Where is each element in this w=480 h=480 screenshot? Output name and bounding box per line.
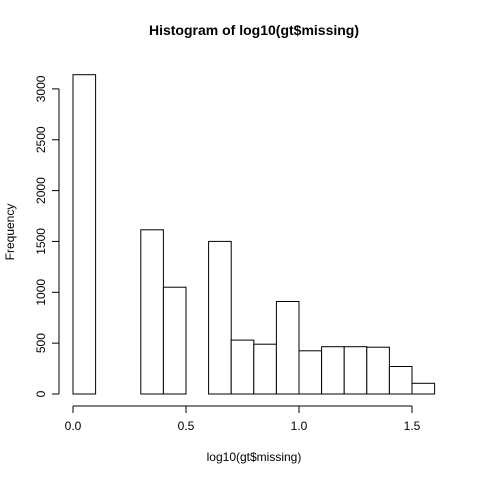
histogram-bar xyxy=(343,346,368,395)
y-tick-label: 3000 xyxy=(34,75,48,102)
histogram-bar xyxy=(162,286,187,395)
y-tick-label: 500 xyxy=(34,333,48,353)
x-tick-label: 1.5 xyxy=(404,419,421,433)
histogram-bar xyxy=(366,346,390,395)
histogram-bar xyxy=(230,339,255,395)
histogram-bar xyxy=(72,74,97,395)
y-tick-label: 1000 xyxy=(34,279,48,306)
x-axis-label: log10(gt$missing) xyxy=(207,450,302,464)
y-axis-label: Frequency xyxy=(3,204,17,261)
histogram-bar xyxy=(411,382,436,395)
histogram-bar xyxy=(388,366,413,395)
x-axis: 0.0 0.5 1.0 1.5 xyxy=(65,405,421,433)
x-tick-label: 0.0 xyxy=(65,419,82,433)
y-tick-label: 2500 xyxy=(34,126,48,153)
y-tick-label: 1500 xyxy=(34,228,48,255)
histogram-bar xyxy=(321,346,345,395)
histogram-bar xyxy=(208,240,232,395)
bars-group xyxy=(72,74,436,395)
chart-title: Histogram of log10(gt$missing) xyxy=(149,22,359,38)
y-tick-label: 2000 xyxy=(34,177,48,204)
y-tick-label: 0 xyxy=(34,390,48,397)
histogram-bar xyxy=(253,343,277,395)
y-axis: 0 500 1000 1500 2000 2500 3000 xyxy=(34,75,60,397)
histogram-bar xyxy=(275,301,300,395)
x-tick-label: 1.0 xyxy=(291,419,308,433)
x-tick-label: 0.5 xyxy=(178,419,195,433)
histogram-bar xyxy=(140,229,164,395)
histogram-bar xyxy=(298,350,323,395)
